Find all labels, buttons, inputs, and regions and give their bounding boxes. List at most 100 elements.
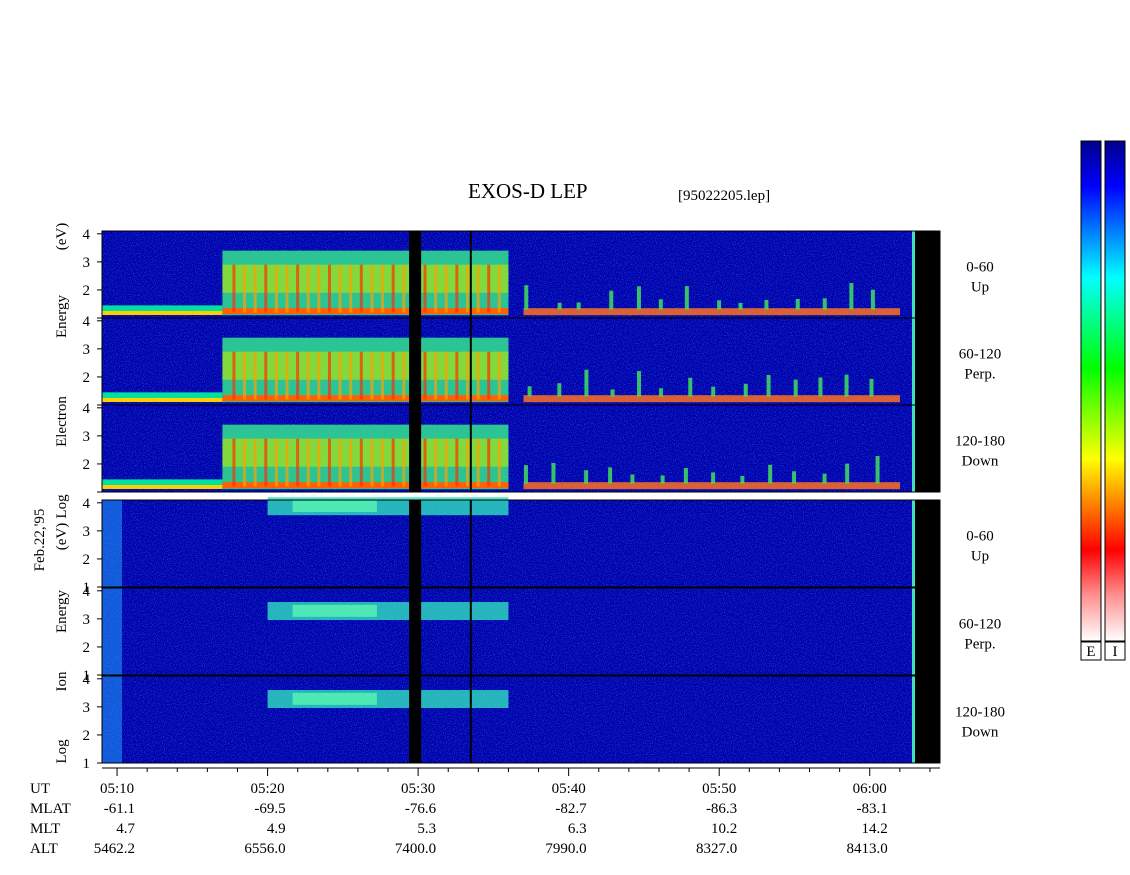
burst-spike [738,302,743,310]
burst-spike [576,302,581,310]
colorbar-I [1104,140,1126,642]
no-data-region [915,318,940,405]
burst-streak [253,264,257,313]
burst-streak [274,351,278,400]
burst-streak [370,351,374,400]
ephemeris-value: -76.6 [405,801,437,817]
burst-streak [306,264,310,313]
no-data-region [915,405,940,492]
burst-streak [317,351,321,400]
edge-strip [912,405,915,492]
burst-spike [743,383,748,397]
ion-ylabel-word: Energy [54,589,70,633]
burst-streak [497,438,501,487]
burst-streak [455,351,459,400]
panel-noise [102,588,915,675]
burst-streak [285,264,289,313]
burst-spike [869,378,874,397]
pitch-range-label: 0-60 [966,260,994,276]
burst-streak [465,264,469,313]
ion-panel-down: 1 2 3 4 120-180 Down [83,672,1006,772]
low-energy-band [102,479,223,487]
panel-noise [102,500,915,587]
burst-streak [296,351,300,400]
ephemeris-value: 6556.0 [244,841,285,857]
burst-spike [822,473,827,484]
burst-base [523,482,900,490]
burst-streak [243,351,247,400]
data-gap [409,318,422,405]
y-tick-label: 1 [83,668,91,684]
burst-streak [402,351,406,400]
burst-streak [402,264,406,313]
burst-spike [688,377,693,397]
burst-spike [875,456,880,484]
electron-ylabel-word: Log [54,494,70,519]
burst-streak [476,264,480,313]
burst-spike [684,286,689,310]
burst-streak [232,438,236,487]
burst-streak [455,264,459,313]
burst-spike [764,299,769,310]
ion-panel-perp: 1 2 3 4 60-120 Perp. [83,584,1002,684]
direction-label: Up [971,280,989,296]
pitch-range-label: 120-180 [955,434,1005,450]
burst-spike [793,379,798,397]
burst-spike [524,285,529,310]
y-tick-label: 2 [83,283,91,299]
burst-streak [317,264,321,313]
burst-streak [264,351,268,400]
edge-strip [912,676,915,763]
burst-streak [423,438,427,487]
y-tick-label: 2 [83,728,91,744]
burst-spike [636,286,641,310]
panel-border [101,499,941,588]
burst-spike [609,290,614,310]
ephemeris-row-name: MLAT [30,801,71,817]
burst-streak [327,351,331,400]
burst-streak [444,351,448,400]
y-tick-label: 2 [83,370,91,386]
low-energy-band-core [102,397,223,402]
burst-streak [455,438,459,487]
burst-streak [423,351,427,400]
burst-streak [381,438,385,487]
ephemeris-value: 05:10 [100,781,134,797]
burst-spike [845,463,850,484]
edge-strip [912,231,915,318]
pitch-range-label: 60-120 [959,617,1002,633]
burst-spike [711,386,716,397]
pitch-range-label: 60-120 [959,347,1002,363]
ephemeris-value: 7400.0 [395,841,436,857]
electron-ylabel-word: Energy [54,294,70,338]
y-tick-label: 4 [83,496,91,512]
low-energy-band [102,305,223,313]
plasma-sheet-core [222,351,509,380]
burst-streak [296,264,300,313]
burst-streak [465,351,469,400]
ephemeris-value: -83.1 [856,801,887,817]
panel-border [101,675,941,764]
burst-streak [444,264,448,313]
electron-panel-perp: 2 3 4 60-120 Perp. [83,314,1002,406]
burst-streak [423,264,427,313]
burst-streak [232,351,236,400]
ephemeris-value: 5462.2 [94,841,135,857]
ephemeris-value: -82.7 [555,801,587,817]
edge-strip [912,500,915,587]
burst-spike [792,471,797,484]
y-tick-label: 4 [83,314,91,330]
y-tick-label: 2 [83,640,91,656]
burst-spike [766,374,771,397]
burst-spike [717,300,722,310]
burst-streak [264,438,268,487]
burst-streak [253,438,257,487]
y-tick-label: 4 [83,672,91,688]
burst-spike [658,299,663,310]
colorbar-label: E [1086,644,1095,660]
burst-streak [243,438,247,487]
burst-spike [660,475,665,484]
direction-label: Down [962,725,999,741]
colorbar-label-box [1104,641,1126,661]
